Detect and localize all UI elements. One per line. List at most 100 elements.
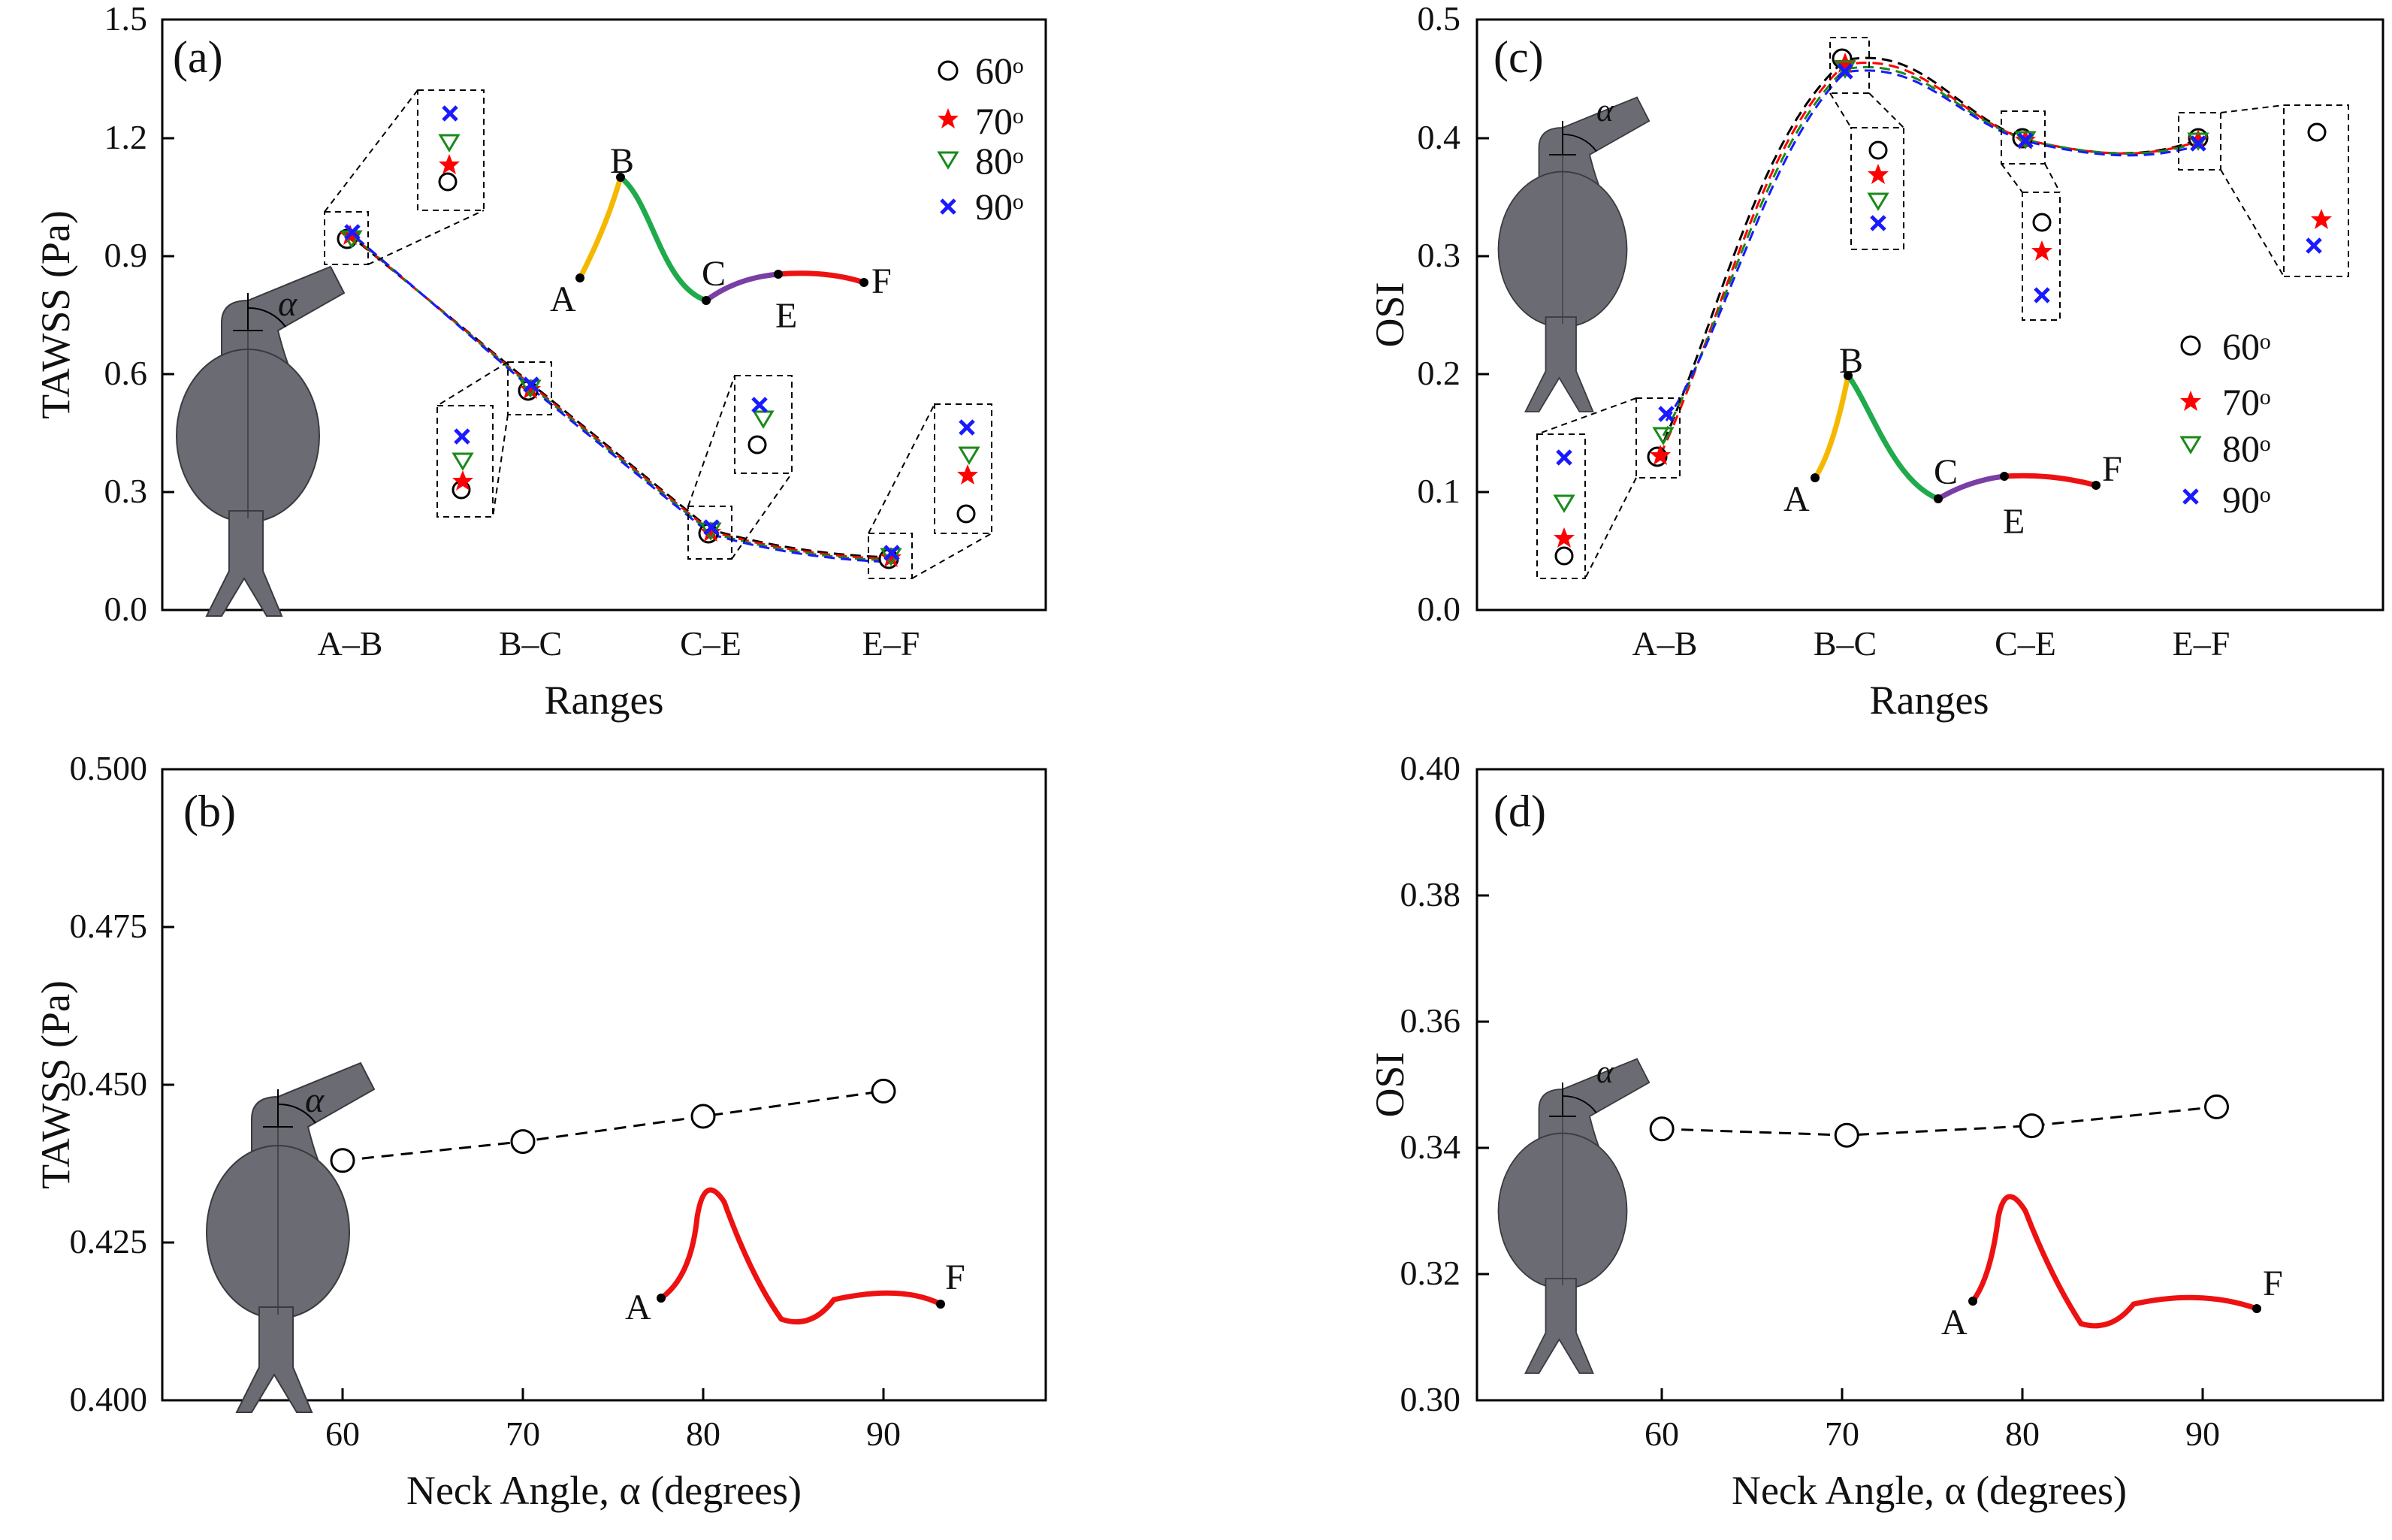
segment-label-F: F: [2102, 449, 2122, 489]
marker-70-BC: [520, 379, 541, 399]
legend: 60ᵒ 70ᵒ 80ᵒ 90ᵒ: [937, 50, 1023, 228]
x-tick-label: 90: [866, 1415, 901, 1453]
legend-label: 90ᵒ: [975, 186, 1023, 228]
plot-frame: [161, 18, 1047, 611]
series-line-60: [1656, 56, 2199, 457]
y-tick-label: 0.4: [1418, 118, 1461, 156]
x-tick-label: 80: [2005, 1415, 2040, 1453]
y-axis-title: OSI: [1367, 1052, 1412, 1117]
legend-label: 80ᵒ: [975, 140, 1023, 182]
y-ticks: [162, 18, 174, 611]
legend-marker-70: [2180, 391, 2201, 411]
aneurysm-geometry-icon: α: [1497, 93, 1651, 412]
aneurysm-geometry-icon: α: [176, 266, 345, 617]
y-tick-label: 0.38: [1400, 875, 1461, 913]
zoom-inset-AB: [1536, 433, 1586, 579]
x-ticks: [1660, 1388, 2204, 1400]
y-tick-label: 0.3: [1418, 236, 1461, 274]
series-line: [1662, 1105, 2217, 1137]
x-tick-label: A–B: [1632, 624, 1698, 663]
segment-diagram: A B C E F: [550, 141, 892, 336]
series-line-90: [1665, 69, 2199, 421]
legend-label: 90ᵒ: [2222, 479, 2270, 521]
segment-label-B: B: [1839, 341, 1863, 381]
y-tick-label: 0.32: [1400, 1254, 1461, 1292]
y-tick-label: 0.500: [70, 749, 148, 787]
legend-label: 80ᵒ: [2222, 427, 2270, 470]
segment-diagram: A B C E F: [1783, 341, 2122, 542]
segment-label-E: E: [775, 296, 797, 336]
legend-label: 60ᵒ: [975, 50, 1023, 92]
legend-label: 70ᵒ: [2222, 381, 2270, 423]
series-lines: [1656, 56, 2199, 457]
data-point-80: [2019, 1113, 2044, 1139]
marker-90-CE: [2017, 132, 2034, 149]
y-tick-label: 0.475: [70, 907, 148, 945]
angle-symbol: α: [1596, 1055, 1614, 1090]
zoom-inset-EF: [934, 403, 992, 534]
panel-label: (a): [173, 32, 223, 82]
marker-90-EF: [2190, 135, 2206, 152]
y-tick-label: 0.450: [70, 1064, 148, 1103]
aneurysm-geometry-icon: α: [1497, 1055, 1651, 1374]
segment-label-A: A: [1783, 479, 1810, 519]
data-point-70: [1834, 1122, 1859, 1148]
legend-marker-80: [2179, 436, 2202, 454]
x-tick-labels: A–B B–C C–E E–F: [318, 624, 920, 663]
plot-frame: [1475, 18, 2384, 611]
zoom-box-EF: [868, 533, 913, 579]
x-axis-title: Neck Angle, α (degrees): [406, 1468, 802, 1513]
series-mean-tawss: [330, 1078, 896, 1173]
zoom-insets: [1536, 37, 2349, 579]
marker-70-EF: [880, 547, 902, 567]
series-line-80: [352, 234, 892, 562]
zoom-insets: [324, 89, 992, 579]
y-tick-label: 0.0: [1418, 590, 1461, 628]
panel-a: 0.0 0.3 0.6 0.9 1.2 1.5 A–B B–C C–E E–F …: [33, 0, 1047, 723]
marker-70-AB: [1650, 445, 1671, 465]
zoom-box-AB: [324, 211, 369, 265]
marker-90-EF: [883, 545, 900, 561]
y-ticks: [162, 768, 174, 1402]
y-tick-label: 0.400: [70, 1380, 148, 1418]
marker-70-EF: [2188, 129, 2209, 149]
segment-diagram: A F: [625, 1187, 965, 1327]
series-line-90: [355, 236, 892, 563]
y-tick-label: 1.2: [104, 118, 148, 156]
segment-label-A: A: [1941, 1303, 1968, 1342]
zoom-box-BC: [1829, 37, 1870, 94]
legend-marker-60: [2180, 335, 2201, 356]
series-lines: [346, 231, 892, 563]
x-tick-label: A–B: [318, 624, 383, 663]
x-tick-label: C–E: [1995, 624, 2056, 663]
y-tick-label: 0.6: [104, 354, 148, 392]
data-point-60: [330, 1148, 355, 1173]
angle-symbol: α: [278, 284, 297, 324]
data-point-90: [2203, 1094, 2229, 1119]
y-tick-label: 0.2: [1418, 354, 1461, 392]
segment-label-A: A: [550, 279, 576, 319]
x-tick-label: 70: [506, 1415, 540, 1453]
zoom-box-CE: [2001, 110, 2046, 165]
zoom-inset-AB: [417, 89, 485, 211]
segment-label-E: E: [2003, 502, 2025, 542]
y-ticks: [1477, 18, 1489, 611]
data-point-70: [510, 1129, 536, 1155]
legend-label: 70ᵒ: [975, 100, 1023, 142]
data-point-60: [1649, 1116, 1675, 1142]
y-tick-label: 0.3: [104, 472, 148, 510]
series-mean-osi: [1649, 1094, 2229, 1148]
x-tick-label: 70: [1825, 1415, 1859, 1453]
segment-label-C: C: [702, 254, 726, 294]
x-tick-label: 90: [2185, 1415, 2220, 1453]
y-tick-label: 0.30: [1400, 1380, 1461, 1418]
series-line-80: [1662, 65, 2199, 436]
angle-symbol: α: [305, 1080, 325, 1120]
y-tick-labels: 0.0 0.3 0.6 0.9 1.2 1.5: [104, 0, 148, 628]
y-tick-label: 0.36: [1400, 1001, 1461, 1040]
zoom-inset-EF: [2283, 104, 2349, 277]
y-tick-label: 0.40: [1400, 749, 1461, 787]
series-line-60: [346, 231, 892, 559]
data-markers: [337, 224, 902, 569]
